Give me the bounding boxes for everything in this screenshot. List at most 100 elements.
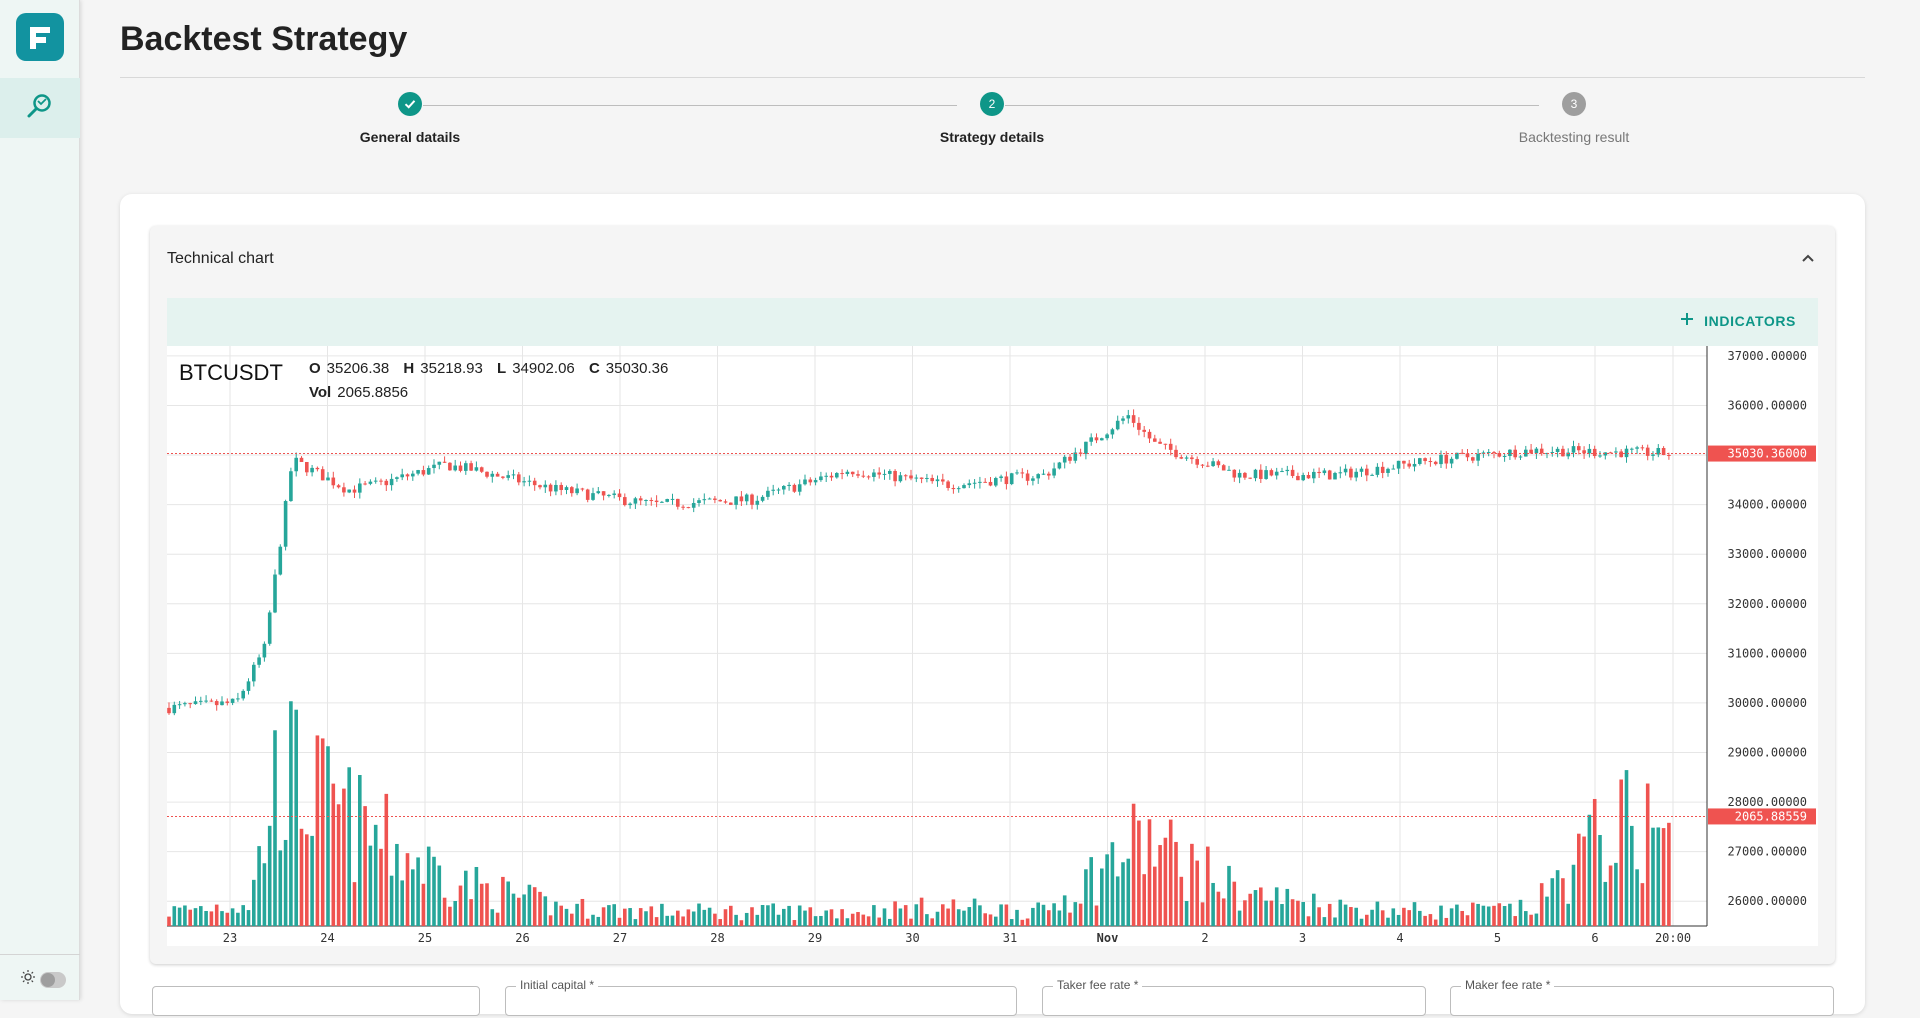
strategy-card: Technical chart INDICATORS 37000.00000 36…	[120, 194, 1865, 1014]
candle-body	[1370, 474, 1374, 476]
volume-bar	[1386, 917, 1390, 926]
volume-bar	[744, 912, 749, 926]
volume-bar	[983, 913, 987, 926]
volume-bar	[1110, 842, 1115, 926]
volume-bar	[792, 920, 797, 926]
candle-body	[1327, 470, 1332, 480]
candle-body	[241, 690, 245, 699]
candle-body	[315, 467, 320, 470]
volume-bar	[522, 894, 526, 926]
candle-body	[1237, 472, 1242, 478]
candle-body	[522, 481, 526, 483]
volume-bar	[220, 911, 224, 926]
candle-body	[538, 485, 542, 488]
volume-bar	[686, 909, 691, 926]
candle-body	[1396, 460, 1401, 469]
open-value: 35206.38	[326, 360, 390, 377]
candle-body	[570, 487, 574, 494]
volume-bar	[1004, 904, 1009, 926]
form-field-1[interactable]	[152, 986, 480, 1016]
theme-toggle[interactable]	[20, 969, 66, 990]
candle-body	[358, 483, 362, 493]
sidebar	[0, 0, 80, 1000]
taker-fee-rate-field[interactable]: Taker fee rate *	[1042, 978, 1426, 1016]
volume-bar	[617, 917, 622, 926]
sidebar-item-backtest[interactable]	[0, 78, 80, 138]
volume-bar	[405, 853, 410, 926]
volume-bar	[199, 906, 203, 926]
candle-body	[866, 476, 871, 478]
low-value: 34902.06	[512, 360, 575, 377]
volume-bar	[1142, 874, 1146, 926]
candle-body	[1550, 451, 1555, 453]
candle-body	[1322, 470, 1327, 474]
volume-bar	[994, 916, 998, 926]
chart-canvas[interactable]: 37000.0000036000.0000035000.0000034000.0…	[167, 346, 1818, 946]
candle-body	[585, 489, 590, 500]
maker-fee-rate-field[interactable]: Maker fee rate *	[1450, 978, 1834, 1016]
volume-bar	[1433, 919, 1438, 926]
volume-bar	[1078, 903, 1083, 926]
candle-body	[1221, 465, 1226, 471]
price-tick-label: 34000.00000	[1728, 498, 1807, 512]
candle-body	[575, 488, 579, 494]
volume-bar	[1015, 909, 1019, 926]
volume-bar	[1047, 910, 1051, 926]
volume-bar	[172, 906, 177, 926]
add-indicators-button[interactable]: INDICATORS	[1680, 312, 1796, 329]
volume-bar	[1518, 899, 1523, 926]
volume-readout: Vol 2065.8856	[309, 384, 408, 401]
candle-body	[1020, 472, 1025, 474]
volume-bar	[829, 909, 834, 926]
candlestick-chart[interactable]: 37000.0000036000.0000035000.0000034000.0…	[167, 346, 1818, 946]
candle-body	[681, 506, 685, 508]
volume-bar	[1492, 905, 1496, 926]
volume-bar	[1343, 904, 1348, 926]
chevron-up-icon[interactable]	[1798, 248, 1818, 273]
candle-body	[877, 472, 881, 475]
volume-bar	[241, 905, 245, 926]
volume-bar	[861, 914, 866, 926]
candle-body	[177, 704, 182, 706]
price-tick-label: 32000.00000	[1728, 597, 1807, 611]
candle-body	[363, 483, 367, 485]
volume-bar	[246, 910, 251, 926]
candle-body	[1036, 474, 1040, 479]
candle-body	[707, 498, 712, 500]
step-strategy-details[interactable]: 2 Strategy details	[892, 90, 1092, 145]
candle-body	[458, 465, 463, 471]
price-tick-label: 30000.00000	[1728, 696, 1807, 710]
candle-body	[1126, 415, 1131, 419]
volume-bar	[1380, 910, 1385, 926]
volume-bar	[1391, 908, 1396, 926]
sun-icon	[20, 969, 36, 990]
volume-bar	[824, 910, 828, 926]
volume-bar	[946, 908, 950, 926]
volume-bar	[638, 908, 643, 926]
volume-bar	[1365, 914, 1369, 926]
volume-bar	[660, 903, 664, 926]
volume-bar	[310, 835, 314, 926]
volume-bar	[999, 904, 1003, 926]
initial-capital-field[interactable]: Initial capital *	[505, 978, 1017, 1016]
candle-body	[988, 481, 993, 486]
candle-body	[1216, 461, 1221, 466]
app-logo[interactable]	[16, 13, 64, 61]
step-backtesting-result[interactable]: 3 Backtesting result	[1474, 90, 1674, 145]
volume-bar	[882, 908, 887, 926]
volume-bar	[437, 865, 442, 926]
volume-bar	[1264, 900, 1268, 926]
candle-body	[1412, 463, 1417, 467]
candle-body	[713, 498, 717, 500]
step-general-details[interactable]: General datails	[310, 90, 510, 145]
volume-bar	[787, 905, 791, 926]
candle-body	[554, 484, 558, 492]
candle-body	[326, 477, 330, 481]
volume-bar	[389, 875, 394, 926]
price-tick-label: 26000.00000	[1728, 894, 1807, 908]
volume-bar	[723, 909, 728, 926]
volume-bar	[479, 883, 484, 926]
volume-bar	[416, 857, 420, 926]
volume-bar	[1545, 896, 1549, 926]
theme-toggle-track[interactable]	[40, 971, 66, 988]
